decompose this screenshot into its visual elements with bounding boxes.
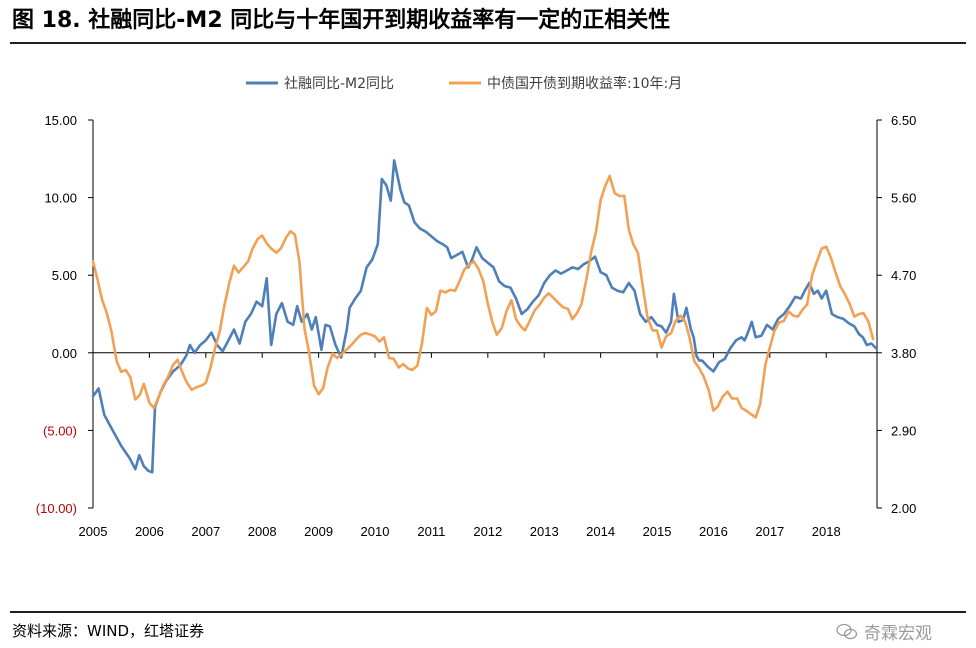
- chart-title: 图 18. 社融同比-M2 同比与十年国开到期收益率有一定的正相关性: [12, 8, 671, 33]
- x-tick-label: 2017: [755, 524, 784, 539]
- y-right-tick-label: 5.60: [891, 191, 916, 206]
- watermark: 奇霖宏观: [836, 619, 932, 644]
- x-tick-label: 2016: [699, 524, 728, 539]
- x-tick-label: 2014: [586, 524, 615, 539]
- y-left-tick-label: 0.00: [52, 346, 77, 361]
- axes: 15.00 10.00 5.00 0.00 (5.00) (10.00) 6.50 5.60 4…: [36, 113, 917, 539]
- x-tick-label: 2013: [530, 524, 559, 539]
- x-tick-label: 2010: [361, 524, 390, 539]
- footer-divider: [10, 611, 966, 613]
- y-left-tick-label: (10.00): [36, 501, 77, 516]
- series-line-2: [91, 174, 875, 419]
- y-right-tick-label: 3.80: [891, 346, 916, 361]
- y-left-tick-label: 15.00: [44, 113, 77, 128]
- watermark-text: 奇霖宏观: [864, 624, 932, 644]
- line-chart: 社融同比-M2同比 中债国开债到期收益率:10年:月 15.00 10.00 5.0…: [36, 75, 917, 539]
- y-right-tick-label: 2.00: [891, 501, 916, 516]
- series-line-1: [91, 159, 878, 474]
- y-left-tick-label: (5.00): [43, 423, 77, 438]
- x-tick-label: 2005: [79, 524, 108, 539]
- y-left-tick-label: 10.00: [44, 191, 77, 206]
- series-group: [91, 159, 878, 474]
- source-note: 资料来源：WIND，红塔证券: [12, 622, 205, 640]
- title-divider: [10, 42, 966, 44]
- y-right-tick-label: 2.90: [891, 423, 916, 438]
- y-right-tick-label: 6.50: [891, 113, 916, 128]
- x-tick-label: 2012: [473, 524, 502, 539]
- x-tick-label: 2009: [304, 524, 333, 539]
- legend: 社融同比-M2同比 中债国开债到期收益率:10年:月: [246, 75, 682, 92]
- legend-label-series1: 社融同比-M2同比: [284, 76, 394, 92]
- y-right-tick-label: 4.70: [891, 268, 916, 283]
- legend-label-series2: 中债国开债到期收益率:10年:月: [487, 75, 682, 92]
- y-left-tick-label: 5.00: [52, 268, 77, 283]
- x-tick-label: 2006: [135, 524, 164, 539]
- x-tick-label: 2018: [812, 524, 841, 539]
- x-tick-label: 2007: [191, 524, 220, 539]
- x-tick-label: 2011: [417, 524, 445, 539]
- x-tick-label: 2015: [643, 524, 672, 539]
- x-tick-label: 2008: [248, 524, 277, 539]
- wechat-icon: [836, 623, 858, 639]
